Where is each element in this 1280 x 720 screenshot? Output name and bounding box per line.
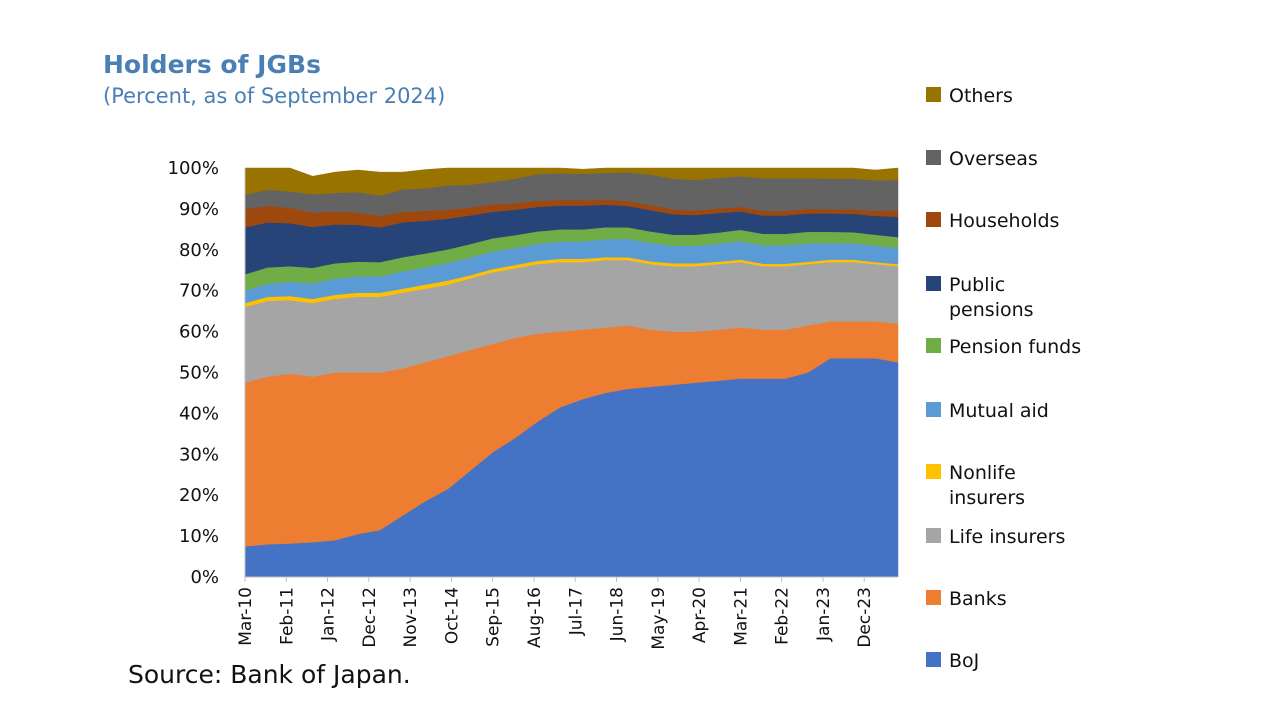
y-tick-label: 100% bbox=[168, 158, 219, 179]
area-layers bbox=[244, 167, 899, 578]
x-tick-label: Dec-23 bbox=[855, 587, 875, 648]
legend-item-public-pensions: Public pensions bbox=[926, 273, 1059, 323]
x-tick-label: Oct-14 bbox=[442, 587, 462, 644]
legend-swatch-others bbox=[926, 87, 941, 102]
y-tick-label: 30% bbox=[179, 444, 219, 465]
y-tick-label: 50% bbox=[179, 363, 219, 384]
legend-label-others: Others bbox=[949, 85, 1013, 107]
source-note: Source: Bank of Japan. bbox=[128, 660, 411, 689]
x-tick-label: Dec-12 bbox=[360, 587, 380, 648]
legend-swatch-public-pensions bbox=[926, 276, 941, 291]
x-tick-label: Jan-12 bbox=[319, 587, 339, 642]
legend-label-mutual-aid: Mutual aid bbox=[949, 400, 1049, 422]
legend-item-banks: Banks bbox=[926, 587, 1129, 612]
legend-label-life-insurers: Life insurers bbox=[949, 526, 1066, 548]
chart-subtitle: (Percent, as of September 2024) bbox=[103, 84, 446, 108]
area-others bbox=[244, 167, 899, 196]
x-tick-label: May-19 bbox=[649, 587, 669, 650]
legend-item-pension-funds: Pension funds bbox=[926, 335, 1129, 360]
y-tick-label: 40% bbox=[179, 403, 219, 424]
x-tick-label: Jan-23 bbox=[814, 587, 834, 642]
legend-item-households: Households bbox=[926, 209, 1129, 234]
axes: 0% 10% 20% 30% 40% 50% 60% 70% 80% 90% 100% Mar-10 F… bbox=[168, 158, 898, 650]
x-tick-label: Aug-16 bbox=[525, 587, 545, 648]
legend-label-overseas: Overseas bbox=[949, 148, 1038, 170]
legend-swatch-nonlife-insurers bbox=[926, 464, 941, 479]
y-tick-label: 80% bbox=[179, 240, 219, 261]
x-tick-label: Mar-10 bbox=[236, 587, 256, 646]
legend-item-life-insurers: Life insurers bbox=[926, 525, 1129, 550]
legend-swatch-households bbox=[926, 212, 941, 227]
chart-title: Holders of JGBs bbox=[103, 50, 321, 79]
x-tick-label: Feb-11 bbox=[277, 587, 297, 645]
legend-swatch-banks bbox=[926, 590, 941, 605]
chart-legend: Others Overseas Households Public pensio… bbox=[926, 0, 1266, 700]
legend-label-banks: Banks bbox=[949, 588, 1007, 610]
x-tick-label: Jul-17 bbox=[566, 587, 586, 636]
legend-item-overseas: Overseas bbox=[926, 147, 1129, 172]
legend-label-boj: BoJ bbox=[949, 650, 980, 672]
x-tick-label: Apr-20 bbox=[690, 587, 710, 643]
x-tick-label: Mar-21 bbox=[731, 587, 751, 646]
stacked-area-chart: 0% 10% 20% 30% 40% 50% 60% 70% 80% 90% 100% Mar-10 F… bbox=[168, 158, 899, 650]
y-tick-label: 0% bbox=[190, 567, 219, 588]
y-tick-label: 20% bbox=[179, 485, 219, 506]
legend-item-boj: BoJ bbox=[926, 649, 1129, 674]
legend-swatch-overseas bbox=[926, 150, 941, 165]
legend-item-mutual-aid: Mutual aid bbox=[926, 399, 1129, 424]
legend-label-public-pensions: Public pensions bbox=[949, 274, 1034, 321]
y-tick-label: 90% bbox=[179, 199, 219, 220]
y-tick-label: 10% bbox=[179, 526, 219, 547]
legend-swatch-mutual-aid bbox=[926, 402, 941, 417]
x-tick-label: Jun-18 bbox=[608, 587, 628, 642]
legend-swatch-pension-funds bbox=[926, 338, 941, 353]
legend-item-others: Others bbox=[926, 84, 1129, 109]
x-tick-label: Sep-15 bbox=[484, 587, 504, 647]
legend-swatch-life-insurers bbox=[926, 528, 941, 543]
legend-swatch-boj bbox=[926, 652, 941, 667]
legend-label-households: Households bbox=[949, 210, 1060, 232]
legend-label-pension-funds: Pension funds bbox=[949, 336, 1082, 358]
legend-label-nonlife-insurers: Nonlife insurers bbox=[949, 462, 1026, 509]
legend-item-nonlife-insurers: Nonlife insurers bbox=[926, 461, 1059, 511]
x-tick-label: Nov-13 bbox=[401, 587, 421, 648]
x-tick-label: Feb-22 bbox=[773, 587, 793, 645]
y-tick-label: 60% bbox=[179, 322, 219, 343]
y-tick-label: 70% bbox=[179, 281, 219, 302]
